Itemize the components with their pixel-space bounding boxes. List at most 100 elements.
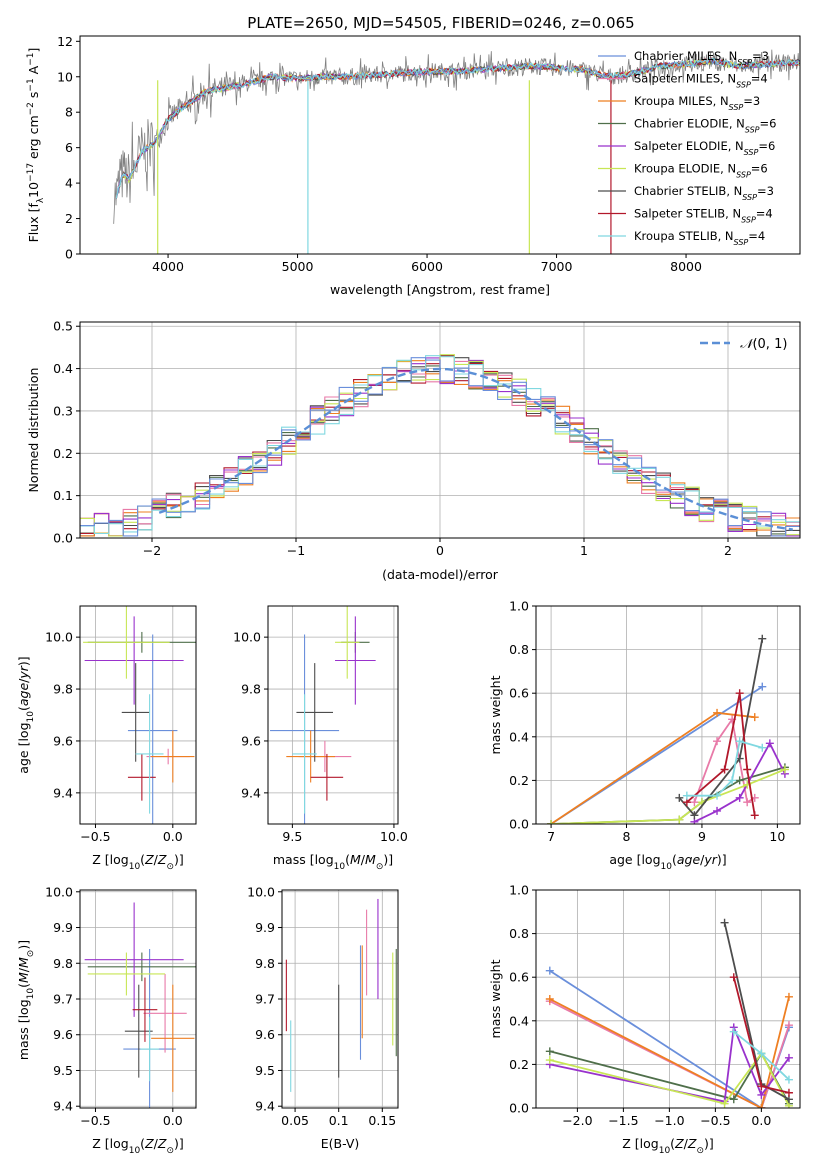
x-tick-label: 10.0: [380, 829, 408, 844]
x-tick-label: −1.5: [608, 1113, 638, 1128]
age-vs-Z-panel: −0.5 0.0 9.4 9.6 9.8 10.0 Z [log10(Z/Z⊙)] age […: [16, 605, 197, 872]
x-tick-label: 7: [547, 829, 555, 844]
mass-weight-line: [723, 922, 790, 1101]
y-tick-label: 0.0: [53, 531, 73, 546]
y-tick-label: 0.6: [509, 686, 529, 701]
y-tick-label: 10.0: [233, 630, 261, 645]
legend-label: Kroupa MILES, NSSP=3: [634, 94, 760, 112]
y-tick-label: 9.9: [53, 920, 73, 935]
y-tick-label: 9.5: [255, 1063, 275, 1078]
x-tick-label: 0.0: [163, 1113, 183, 1128]
mass-weight-line: [549, 996, 790, 1108]
mass-weight-line: [549, 1000, 790, 1108]
x-tick-label: 5000: [282, 259, 314, 274]
x-axis-label: E(B-V): [321, 1136, 360, 1151]
legend-label: Kroupa STELIB, NSSP=4: [634, 229, 765, 247]
plot-area: [270, 606, 376, 824]
mass-weight-marker: [758, 634, 767, 643]
x-tick-label: −0.5: [80, 829, 110, 844]
legend-label: Salpeter ELODIE, NSSP=6: [634, 139, 775, 157]
mass-weight-marker: [729, 1095, 738, 1104]
legend-label: Salpeter MILES, NSSP=4: [634, 72, 768, 90]
y-tick-label: 0.0: [509, 817, 529, 832]
mass-weight-marker: [545, 966, 554, 975]
mass-weight-marker: [757, 1090, 766, 1099]
y-tick-label: 9.6: [255, 1027, 275, 1042]
y-tick-label: 12: [57, 34, 73, 49]
model-spectrum-line: [115, 57, 800, 199]
y-axis-label: mass [log10(M/M⊙)]: [16, 940, 36, 1060]
y-tick-label: 1.0: [509, 599, 529, 614]
x-tick-label: 1: [580, 543, 588, 558]
x-tick-label: −1.0: [654, 1113, 684, 1128]
mass-weight-marker: [690, 811, 699, 820]
y-tick-label: 10.0: [247, 884, 275, 899]
x-tick-label: 0.05: [281, 1113, 309, 1128]
x-axis-label: age [log10(age/yr)]: [609, 852, 726, 872]
plot-area: [84, 902, 196, 1108]
mass-weight-marker: [545, 1047, 554, 1056]
mass-weight-marker: [713, 791, 722, 800]
mass-weight-marker: [729, 973, 738, 982]
mass-weight-marker: [780, 765, 789, 774]
legend-label: Chabrier MILES, NSSP=3: [634, 49, 769, 67]
x-tick-label: 2: [724, 543, 732, 558]
y-axis-label: mass weight: [488, 675, 503, 754]
x-tick-label: 0.15: [368, 1113, 396, 1128]
legend-label: 𝒩(0, 1): [740, 337, 787, 352]
y-axis-label: age [log10(age/yr)]: [16, 656, 36, 773]
mass-weight-marker: [757, 1082, 766, 1091]
y-tick-label: 0.4: [509, 729, 529, 744]
mass-weight-marker: [713, 737, 722, 746]
y-tick-label: 9.5: [53, 1063, 73, 1078]
mass-weight-vs-Z-panel: −2.0 −1.5 −1.0 −0.5 0.0 0.0 0.2 0.4 0.6 0.8 1.0 Z […: [488, 883, 801, 1156]
mass-weight-marker: [690, 798, 699, 807]
mass-weight-marker: [757, 1049, 766, 1058]
mass-weight-marker: [720, 918, 729, 927]
normal-distribution-curve: [158, 367, 793, 531]
mass-weight-marker: [784, 992, 793, 1001]
mass-weight-marker: [735, 793, 744, 802]
mass-weight-marker: [735, 776, 744, 785]
mass-weight-marker: [784, 1088, 793, 1097]
mass-weight-marker: [728, 776, 737, 785]
axes-frame: [79, 605, 197, 825]
axes-frame: [535, 889, 801, 1109]
mass-weight-marker: [765, 739, 774, 748]
y-tick-label: 10: [57, 69, 73, 84]
mass-weight-marker: [735, 737, 744, 746]
mass-weight-marker: [784, 1075, 793, 1084]
x-tick-label: −2.0: [562, 1113, 592, 1128]
mass-weight-marker: [720, 765, 729, 774]
y-tick-label: 0.8: [509, 926, 529, 941]
plot-area: [80, 354, 800, 537]
x-tick-label: 8000: [670, 259, 702, 274]
mass-weight-marker: [675, 815, 684, 824]
mass-vs-EBV-panel: 0.05 0.1 0.15 9.4 9.5 9.6 9.7 9.8 9.9 10.0 E(B-V): [247, 884, 399, 1151]
y-tick-label: 9.7: [53, 992, 73, 1007]
mass-weight-marker: [743, 798, 752, 807]
y-tick-label: 9.4: [53, 785, 73, 800]
spectrum-panel: 4000 5000 6000 7000 8000 0 2 4 6 8 10 12 Flux [fλ10−…: [26, 34, 801, 297]
y-tick-label: 9.6: [53, 733, 73, 748]
legend-label: Salpeter STELIB, NSSP=4: [634, 207, 773, 225]
y-tick-label: 9.6: [53, 1027, 73, 1042]
y-tick-label: 0.4: [53, 361, 73, 376]
y-tick-label: 2: [65, 211, 73, 226]
mass-weight-marker: [735, 689, 744, 698]
x-axis-label: Z [log10(Z/Z⊙)]: [92, 1136, 184, 1156]
y-tick-label: 0.0: [509, 1101, 529, 1116]
x-tick-label: 9.5: [282, 829, 302, 844]
y-tick-label: 0: [65, 247, 73, 262]
mass-vs-Z-panel: −0.5 0.0 9.4 9.5 9.6 9.7 9.8 9.9 10.0 Z [log10(Z/…: [16, 884, 197, 1156]
x-tick-label: −0.5: [700, 1113, 730, 1128]
x-tick-label: 0: [436, 543, 444, 558]
y-tick-label: 0.5: [53, 319, 73, 334]
x-tick-label: −2: [143, 543, 161, 558]
y-tick-label: 0.3: [53, 403, 73, 418]
axes-frame: [267, 605, 399, 825]
y-tick-label: 9.4: [53, 1099, 73, 1114]
x-tick-label: 9: [698, 829, 706, 844]
legend-label: Chabrier STELIB, NSSP=3: [634, 184, 774, 202]
mass-weight-marker: [713, 806, 722, 815]
